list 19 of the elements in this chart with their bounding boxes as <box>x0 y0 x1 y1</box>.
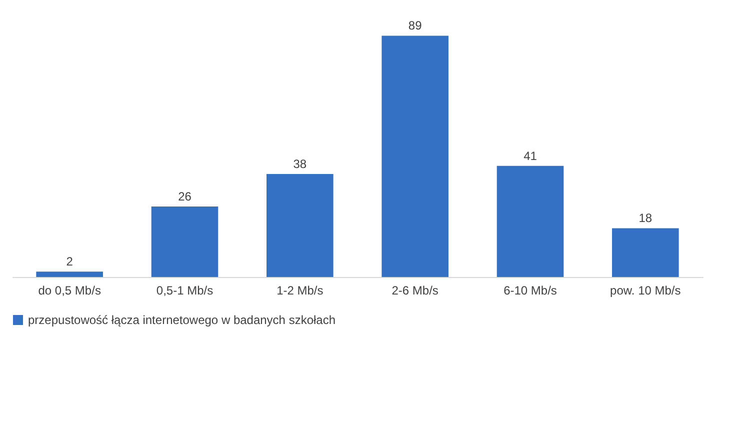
bar <box>382 36 448 277</box>
legend-label: przepustowość łącza internetowego w badanych szkołach <box>28 313 336 327</box>
data-label: 26 <box>178 190 192 204</box>
bar <box>496 166 564 277</box>
x-tick-label: 1-2 Mb/s <box>276 284 324 298</box>
data-label: 18 <box>638 211 652 226</box>
data-label: 2 <box>66 254 74 269</box>
data-label: 38 <box>293 156 307 171</box>
x-tick-label: do 0,5 Mb/s <box>38 284 101 298</box>
data-label: 41 <box>524 148 538 163</box>
bar <box>612 228 679 277</box>
bar <box>151 206 218 277</box>
data-label: 89 <box>408 18 422 33</box>
bar <box>266 174 334 277</box>
bar <box>36 272 103 277</box>
x-tick-label: 2-6 Mb/s <box>392 284 438 298</box>
x-tick-label: pow. 10 Mb/s <box>610 284 681 298</box>
x-tick-label: 6-10 Mb/s <box>504 284 557 298</box>
x-tick-label: 0,5-1 Mb/s <box>156 284 214 298</box>
